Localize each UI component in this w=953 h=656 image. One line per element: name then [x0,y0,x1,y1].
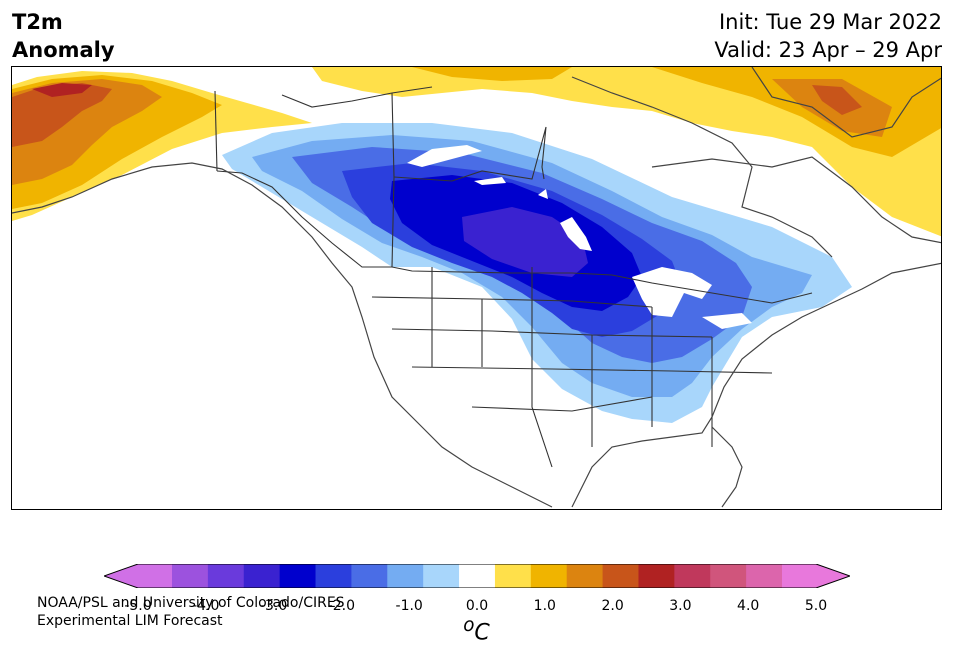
credit-line-2: Experimental LIM Forecast [37,613,223,629]
variable-name: T2m [12,10,63,34]
colorbar-segment [172,564,209,588]
colorbar-tick-label: -5.0 [124,598,152,614]
colorbar-segment [710,564,747,588]
colorbar-segments [172,564,783,588]
variable-subtitle: Anomaly [12,38,115,62]
colorbar-tick-label: 3.0 [669,598,692,614]
colorbar-segment [602,564,639,588]
colorbar-tick-label: -4.0 [192,598,220,614]
colorbar-segment [351,564,388,588]
colorbar-unit: oC [0,615,953,645]
colorbar-min-extension [104,564,172,588]
valid-range: Valid: 23 Apr – 29 Apr [714,38,942,62]
colorbar-tick-label: -3.0 [259,598,288,614]
colorbar-segment [566,564,604,588]
unit-degree: o [463,615,475,636]
colorbar-segment [423,564,460,588]
colorbar-tick-label: 4.0 [737,598,760,614]
colorbar-tick-label: 5.0 [804,598,828,614]
colorbar-segment [387,564,424,588]
colorbar-segment [279,564,317,588]
map-canvas [12,67,941,508]
colorbar-tick-label: 0.0 [465,598,489,614]
alaska-warm-anomaly [12,71,312,221]
colorbar-segment [746,564,783,588]
colorbar-segment [243,564,281,588]
colorbar-tick-label: -1.0 [395,598,423,614]
map-title: T2m Anomaly [12,8,115,64]
colorbar-segment [207,564,245,588]
colorbar-tick-label: -2.0 [327,598,356,614]
colorbar-segment [674,564,711,588]
lakes [407,145,752,329]
colorbar-tick-label: 2.0 [601,598,624,614]
colorbar-segment [638,564,675,588]
colorbar-segment [315,564,352,588]
unit-letter: C [474,620,490,646]
coastlines [12,67,941,508]
forecast-dates: Init: Tue 29 Mar 2022 Valid: 23 Apr – 29… [714,8,942,64]
borders [214,86,813,468]
forecast-credit: NOAA/PSL and University of Colorado/CIRE… [37,594,345,630]
colorbar [104,564,850,588]
colorbar-tick-label: 1.0 [533,598,556,614]
arctic-warm-anomaly [312,67,941,237]
colorbar-max-extension [782,564,850,588]
credit-line-1: NOAA/PSL and University of Colorado/CIRE… [37,595,345,611]
colorbar-segment [530,564,568,588]
anomaly-map [11,66,942,510]
init-date: Init: Tue 29 Mar 2022 [718,10,942,34]
colorbar-segment [459,564,496,588]
colorbar-segment [494,564,532,588]
colorbar-ticks: -5.0 -4.0 -3.0 -2.0 -1.0 0.0 1.0 2.0 3.0 4.0 5.0 [104,598,850,618]
